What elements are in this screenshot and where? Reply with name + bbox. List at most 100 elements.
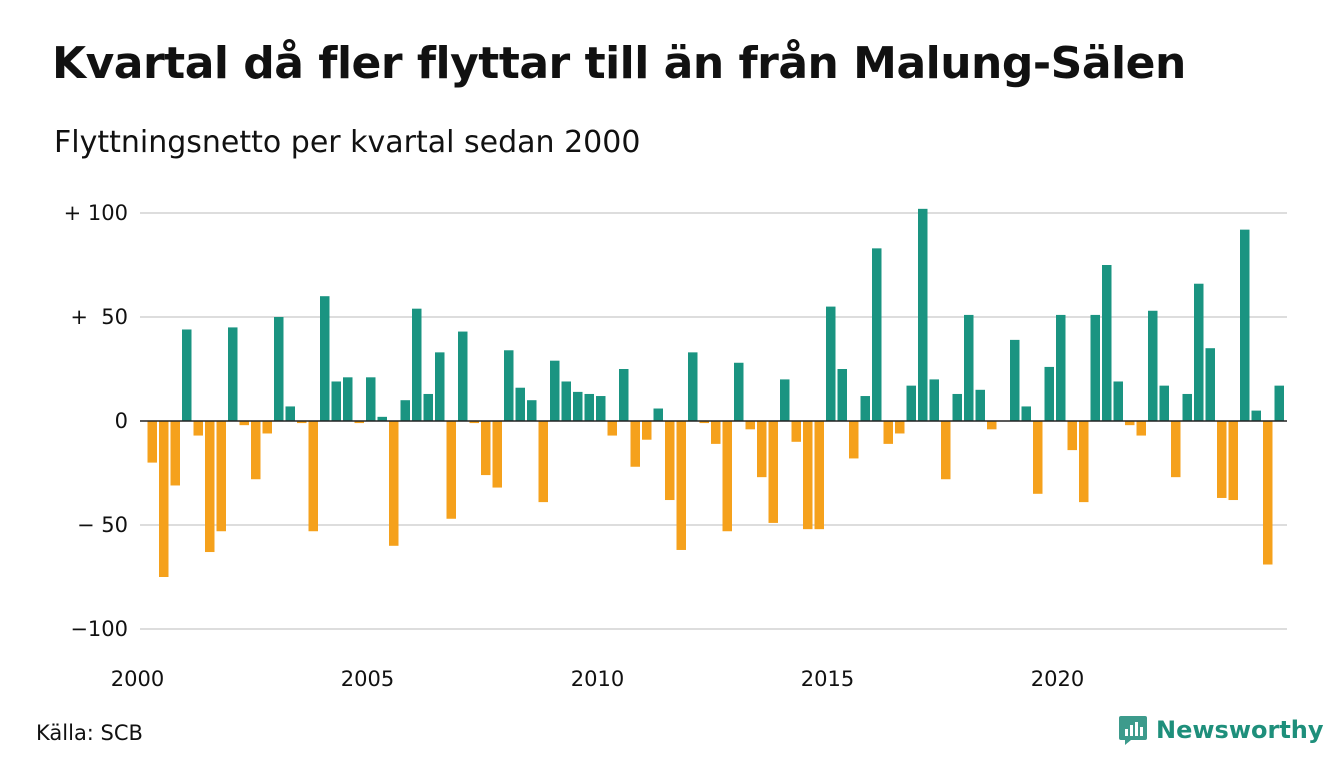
y-tick-label: −100	[70, 617, 128, 641]
bar	[837, 369, 847, 421]
bar	[1079, 421, 1089, 503]
bar	[1102, 265, 1112, 421]
bar	[205, 421, 215, 553]
bar	[170, 421, 180, 486]
bar	[320, 296, 330, 421]
bar-chart: + 100 + 50 0 − 50 −100 2000 2005 2010 2015 2020	[64, 201, 1287, 691]
bar	[860, 396, 870, 421]
bar	[619, 369, 629, 421]
bar	[814, 421, 824, 530]
bar	[216, 421, 226, 532]
bar	[182, 329, 192, 421]
bar	[573, 391, 583, 421]
bar	[228, 327, 238, 421]
bar	[734, 362, 744, 421]
bar	[389, 421, 399, 546]
bar	[711, 421, 721, 444]
bar	[653, 408, 663, 421]
chart-subtitle: Flyttningsnetto per kvartal sedan 2000	[54, 125, 641, 160]
bar	[239, 421, 249, 426]
chart-title: Kvartal då fler flyttar till än från Mal…	[52, 38, 1186, 89]
bar	[1159, 385, 1169, 421]
bar	[550, 360, 560, 421]
bar	[642, 421, 652, 440]
bar	[458, 331, 468, 421]
bar	[159, 421, 169, 577]
bar	[1228, 421, 1238, 501]
bar	[446, 421, 456, 519]
bar	[1217, 421, 1227, 498]
bar	[918, 208, 928, 421]
bar	[331, 381, 341, 421]
bar	[1205, 348, 1215, 421]
bar	[1263, 421, 1273, 565]
bar	[435, 352, 445, 421]
bar	[584, 393, 594, 421]
bar	[1148, 310, 1158, 421]
bar	[1021, 406, 1031, 421]
bar	[1113, 381, 1123, 421]
bar	[699, 421, 709, 424]
bar	[768, 421, 778, 523]
bar	[285, 406, 295, 421]
bar	[1033, 421, 1043, 494]
bar	[803, 421, 813, 530]
x-tick-label: 2015	[801, 667, 854, 691]
y-axis-labels: + 100 + 50 0 − 50 −100	[64, 201, 128, 641]
y-tick-label: − 50	[77, 513, 128, 537]
bar	[964, 314, 974, 421]
bar	[400, 400, 410, 421]
bar	[688, 352, 698, 421]
bar	[1056, 314, 1066, 421]
bars	[147, 208, 1284, 577]
bar	[849, 421, 859, 459]
bar	[251, 421, 261, 480]
bar	[147, 421, 157, 463]
bar	[607, 421, 617, 436]
bar	[791, 421, 801, 442]
x-tick-label: 2020	[1031, 667, 1084, 691]
bar	[906, 385, 916, 421]
bar	[1090, 314, 1100, 421]
bar	[366, 377, 376, 421]
bar	[1125, 421, 1135, 426]
bar	[469, 421, 479, 424]
bar	[538, 421, 548, 503]
bar	[1274, 385, 1284, 421]
bar	[1136, 421, 1146, 436]
x-tick-label: 2000	[111, 667, 164, 691]
bar	[308, 421, 318, 532]
bar	[722, 421, 732, 532]
bar	[596, 396, 606, 421]
y-tick-label: + 100	[64, 201, 128, 225]
bar	[1044, 366, 1054, 421]
bar	[1067, 421, 1077, 451]
bar	[423, 393, 433, 421]
bar	[492, 421, 502, 488]
bar	[826, 306, 836, 421]
bar	[883, 421, 893, 444]
bar	[929, 379, 939, 421]
bar	[561, 381, 571, 421]
bar	[1182, 393, 1192, 421]
x-axis-labels: 2000 2005 2010 2015 2020	[111, 667, 1084, 691]
bar	[975, 389, 985, 421]
bar	[515, 387, 525, 421]
bar	[504, 350, 514, 421]
bar	[1240, 229, 1250, 421]
brand-name: Newsworthy	[1156, 716, 1324, 744]
x-tick-label: 2005	[341, 667, 394, 691]
bar	[1010, 339, 1020, 421]
y-tick-label: + 50	[70, 305, 128, 329]
bar	[377, 416, 387, 421]
bar	[193, 421, 203, 436]
bar	[354, 421, 364, 424]
bar	[987, 421, 997, 430]
bar	[941, 421, 951, 480]
bar	[757, 421, 767, 478]
bar	[665, 421, 675, 501]
bar	[412, 308, 422, 421]
bar	[895, 421, 905, 434]
bar	[343, 377, 353, 421]
brand-logo[interactable]: Newsworthy	[1118, 714, 1324, 746]
